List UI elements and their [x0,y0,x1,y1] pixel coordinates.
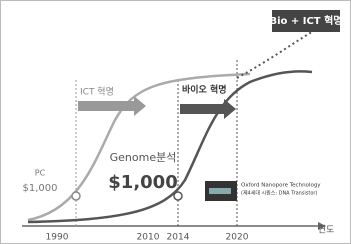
pc-price: $1,000 [23,183,58,194]
frame [1,1,351,244]
bio-label: 바이오 혁명 [182,84,227,96]
genome-label: Genome분석 [110,151,177,164]
pc-marker [72,192,80,200]
x-tick-label: 2020 [226,233,249,243]
genome-marker [174,192,182,200]
page: Bio + ICT 혁명 ICT 혁명 바이오 혁명 PC $1,000 Gen… [0,0,351,244]
x-tick-label: 2010 [137,233,160,243]
device-image-detail [209,188,231,194]
ict-label: ICT 혁명 [80,87,114,98]
x-tick-label: 2014 [167,233,190,243]
nanopore-label: Oxford Nanopore Technology [241,183,321,189]
pc-label: PC [35,169,46,178]
bio-ict-label: Bio + ICT 혁명 [269,14,342,27]
diagram: Bio + ICT 혁명 ICT 혁명 바이오 혁명 PC $1,000 Gen… [0,0,351,244]
genome-price: $1,000 [108,172,177,193]
nanopore-sub: (제4세대 시퀀스: DNA Transistor) [241,190,317,197]
x-axis-label: 연도 [318,225,335,236]
x-tick-label: 1990 [46,233,69,243]
